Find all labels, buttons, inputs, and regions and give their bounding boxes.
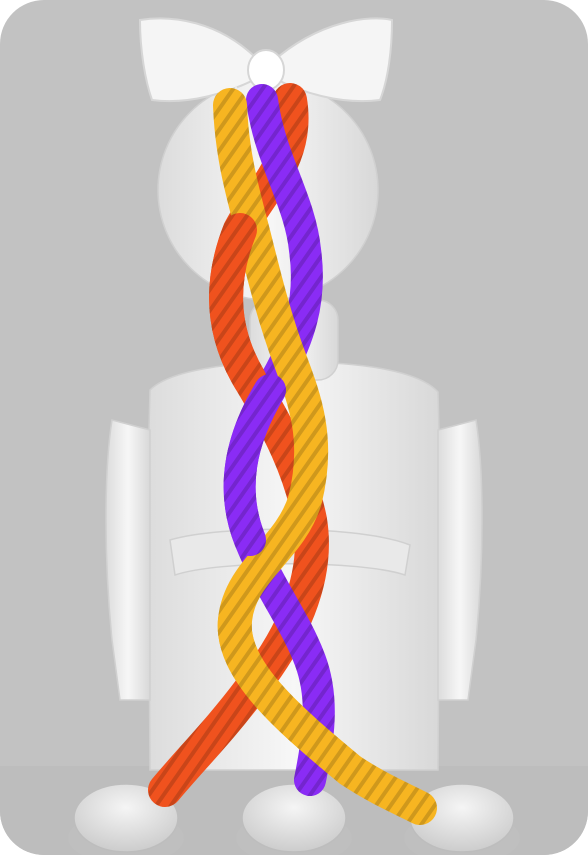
peg-left[interactable]: [68, 783, 184, 855]
peg-right[interactable]: [404, 783, 520, 855]
peg-middle[interactable]: [236, 783, 352, 855]
braid: [148, 83, 437, 825]
peg-icon: [68, 783, 520, 855]
